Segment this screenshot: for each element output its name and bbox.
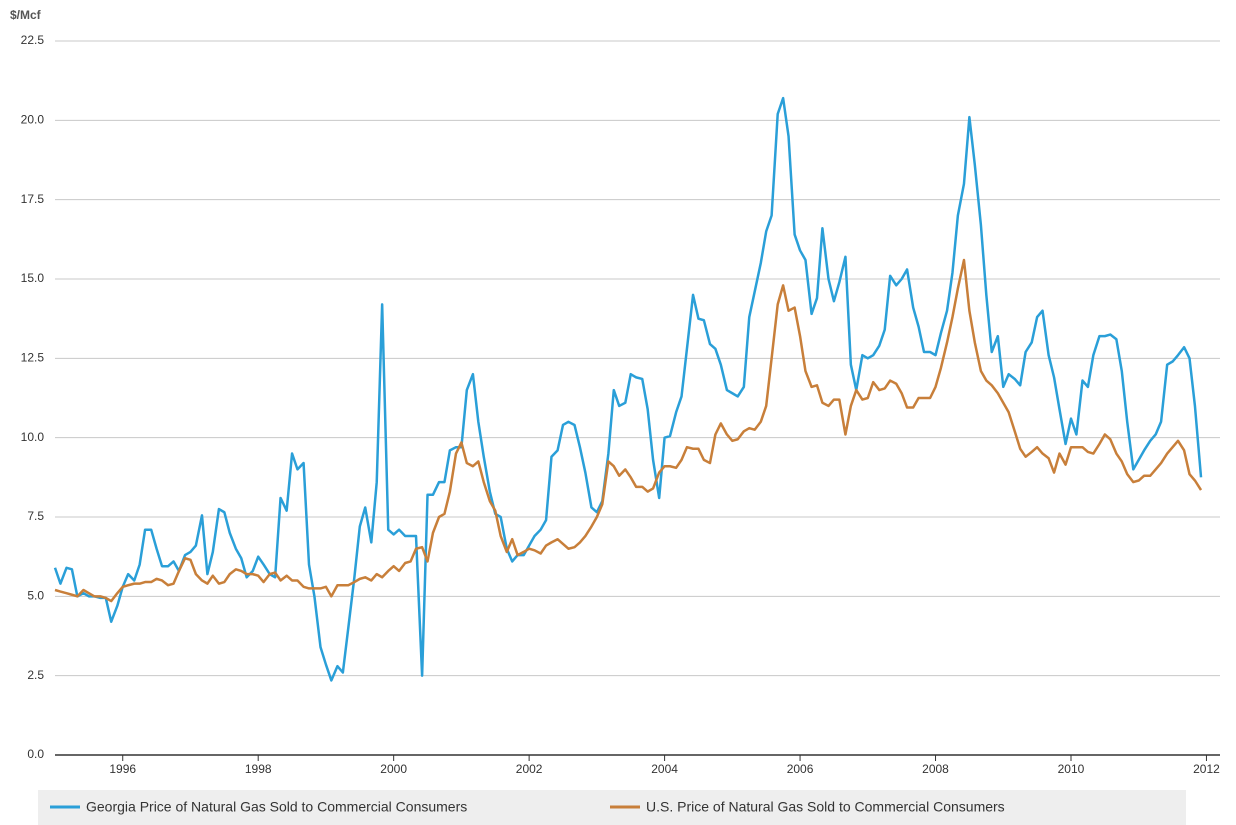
y-tick-label: 10.0 <box>21 430 45 444</box>
y-tick-label: 17.5 <box>21 192 45 206</box>
y-tick-label: 15.0 <box>21 271 45 285</box>
y-tick-label: 0.0 <box>27 747 44 761</box>
x-tick-label: 1998 <box>245 762 272 776</box>
y-tick-label: 5.0 <box>27 589 44 603</box>
x-tick-label: 2010 <box>1058 762 1085 776</box>
x-tick-label: 2002 <box>516 762 543 776</box>
x-tick-label: 1996 <box>109 762 136 776</box>
y-axis-unit: $/Mcf <box>10 8 42 22</box>
legend-label: U.S. Price of Natural Gas Sold to Commer… <box>646 799 1005 815</box>
x-tick-label: 2004 <box>651 762 678 776</box>
x-tick-label: 2008 <box>922 762 949 776</box>
x-tick-label: 2000 <box>380 762 407 776</box>
y-tick-label: 7.5 <box>27 509 44 523</box>
y-tick-label: 12.5 <box>21 351 45 365</box>
y-tick-label: 20.0 <box>21 113 45 127</box>
x-tick-label: 2012 <box>1193 762 1220 776</box>
series-line <box>54 258 1203 603</box>
y-tick-label: 22.5 <box>21 33 45 47</box>
legend-label: Georgia Price of Natural Gas Sold to Com… <box>86 799 467 815</box>
series-line <box>53 96 1203 682</box>
y-tick-label: 2.5 <box>27 668 44 682</box>
x-tick-label: 2006 <box>787 762 814 776</box>
